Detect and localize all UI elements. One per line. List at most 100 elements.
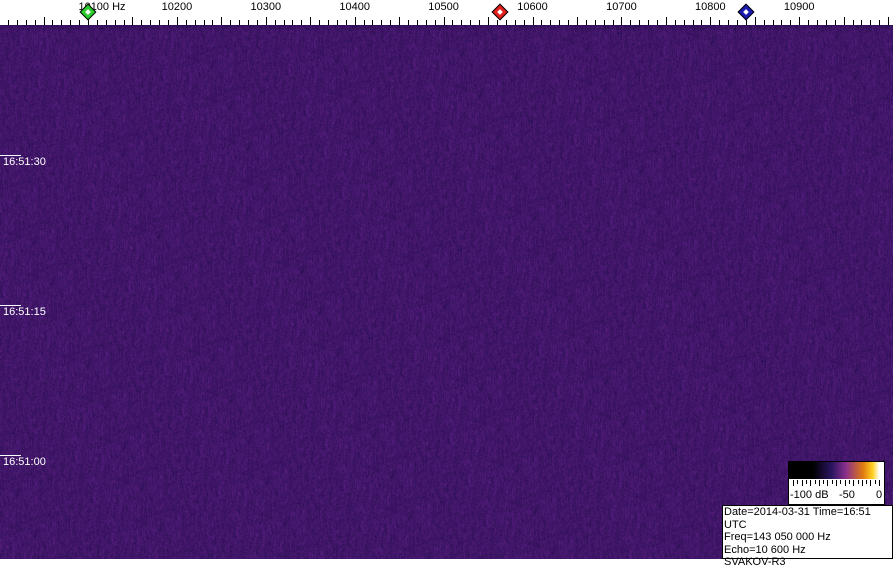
frequency-tick xyxy=(132,17,133,25)
frequency-tick xyxy=(728,20,729,25)
frequency-tick xyxy=(888,17,889,25)
frequency-tick xyxy=(328,20,329,25)
legend-tick xyxy=(805,480,807,484)
frequency-tick xyxy=(141,20,142,25)
frequency-tick xyxy=(372,20,373,25)
color-gradient xyxy=(789,462,884,479)
legend-tick xyxy=(797,480,799,484)
frequency-tick xyxy=(844,17,845,25)
frequency-tick xyxy=(452,20,453,25)
legend-tick xyxy=(840,480,842,484)
frequency-tick xyxy=(79,20,80,25)
frequency-tick xyxy=(168,20,169,25)
frequency-tick xyxy=(115,20,116,25)
legend-tick xyxy=(870,480,872,486)
frequency-tick xyxy=(239,20,240,25)
color-scale-legend: -100 dB -50 0 xyxy=(788,461,885,505)
frequency-tick xyxy=(586,20,587,25)
frequency-tick xyxy=(675,20,676,25)
frequency-tick xyxy=(381,20,382,25)
frequency-tick xyxy=(212,20,213,25)
time-label: 16:51:30 xyxy=(3,156,46,168)
frequency-tick xyxy=(595,20,596,25)
frequency-tick xyxy=(879,20,880,25)
frequency-tick xyxy=(755,17,756,25)
frequency-label: 10900 xyxy=(783,1,815,13)
info-date-time: Date=2014-03-31 Time=16:51 UTC xyxy=(724,506,871,531)
frequency-tick xyxy=(159,20,160,25)
frequency-tick xyxy=(444,17,445,25)
frequency-tick xyxy=(568,20,569,25)
frequency-label: 10500 xyxy=(428,1,459,13)
frequency-tick xyxy=(461,20,462,25)
frequency-label: 10400 xyxy=(339,1,370,13)
info-box: Date=2014-03-31 Time=16:51 UTC Freq=143 … xyxy=(722,505,893,568)
frequency-tick xyxy=(541,20,542,25)
frequency-tick xyxy=(230,20,231,25)
frequency-tick xyxy=(790,20,791,25)
frequency-tick xyxy=(506,20,507,25)
frequency-label: 10200 xyxy=(161,1,193,13)
frequency-label: 10800 xyxy=(695,1,726,13)
frequency-tick xyxy=(310,17,311,25)
frequency-tick xyxy=(124,20,125,25)
frequency-tick xyxy=(301,20,302,25)
frequency-tick xyxy=(150,20,151,25)
frequency-tick xyxy=(346,20,347,25)
info-station: SVAKOV-R3 xyxy=(724,556,786,568)
frequency-tick xyxy=(799,17,800,25)
frequency-tick xyxy=(195,20,196,25)
frequency-tick xyxy=(613,20,614,25)
frequency-tick xyxy=(577,17,578,25)
frequency-label: 10300 xyxy=(250,1,282,13)
red-frequency-marker-icon[interactable] xyxy=(491,3,509,21)
frequency-tick xyxy=(17,20,18,25)
frequency-tick xyxy=(248,20,249,25)
frequency-tick xyxy=(106,20,107,25)
frequency-label: 10700 xyxy=(606,1,637,13)
frequency-tick xyxy=(97,20,98,25)
frequency-tick xyxy=(835,20,836,25)
blue-frequency-marker-icon[interactable] xyxy=(737,3,755,21)
legend-tick xyxy=(848,480,850,484)
legend-tick xyxy=(836,480,837,486)
frequency-label: 10600 xyxy=(517,1,548,13)
frequency-tick xyxy=(604,20,605,25)
frequency-ruler: 10100 Hz 10200 10300 10400 10500 10600 10700 10… xyxy=(0,0,893,25)
frequency-tick xyxy=(284,20,285,25)
frequency-tick xyxy=(657,20,658,25)
frequency-tick xyxy=(61,20,62,25)
frequency-tick xyxy=(684,20,685,25)
frequency-tick xyxy=(470,20,471,25)
legend-label: -100 dB xyxy=(790,489,829,501)
frequency-tick xyxy=(204,20,205,25)
frequency-tick xyxy=(719,20,720,25)
frequency-tick xyxy=(870,20,871,25)
frequency-tick xyxy=(88,17,89,25)
frequency-tick xyxy=(559,20,560,25)
legend-tick xyxy=(810,480,812,486)
frequency-tick xyxy=(479,20,480,25)
frequency-tick xyxy=(817,20,818,25)
frequency-tick xyxy=(853,20,854,25)
legend-label: -50 xyxy=(839,489,855,501)
legend-tick xyxy=(814,480,816,484)
frequency-tick xyxy=(435,20,436,25)
frequency-tick xyxy=(746,20,747,25)
frequency-tick xyxy=(417,20,418,25)
frequency-tick xyxy=(35,20,36,25)
legend-tick xyxy=(866,480,868,484)
frequency-tick xyxy=(630,20,631,25)
info-frequency: Freq=143 050 000 Hz xyxy=(724,531,831,543)
frequency-tick xyxy=(52,20,53,25)
legend-tick xyxy=(844,480,846,486)
legend-tick xyxy=(818,480,820,486)
legend-tick xyxy=(827,480,829,486)
frequency-tick xyxy=(826,20,827,25)
legend-tick xyxy=(874,480,876,484)
frequency-tick xyxy=(426,20,427,25)
frequency-tick xyxy=(666,17,667,25)
frequency-tick xyxy=(710,17,711,25)
legend-tick xyxy=(831,480,833,484)
